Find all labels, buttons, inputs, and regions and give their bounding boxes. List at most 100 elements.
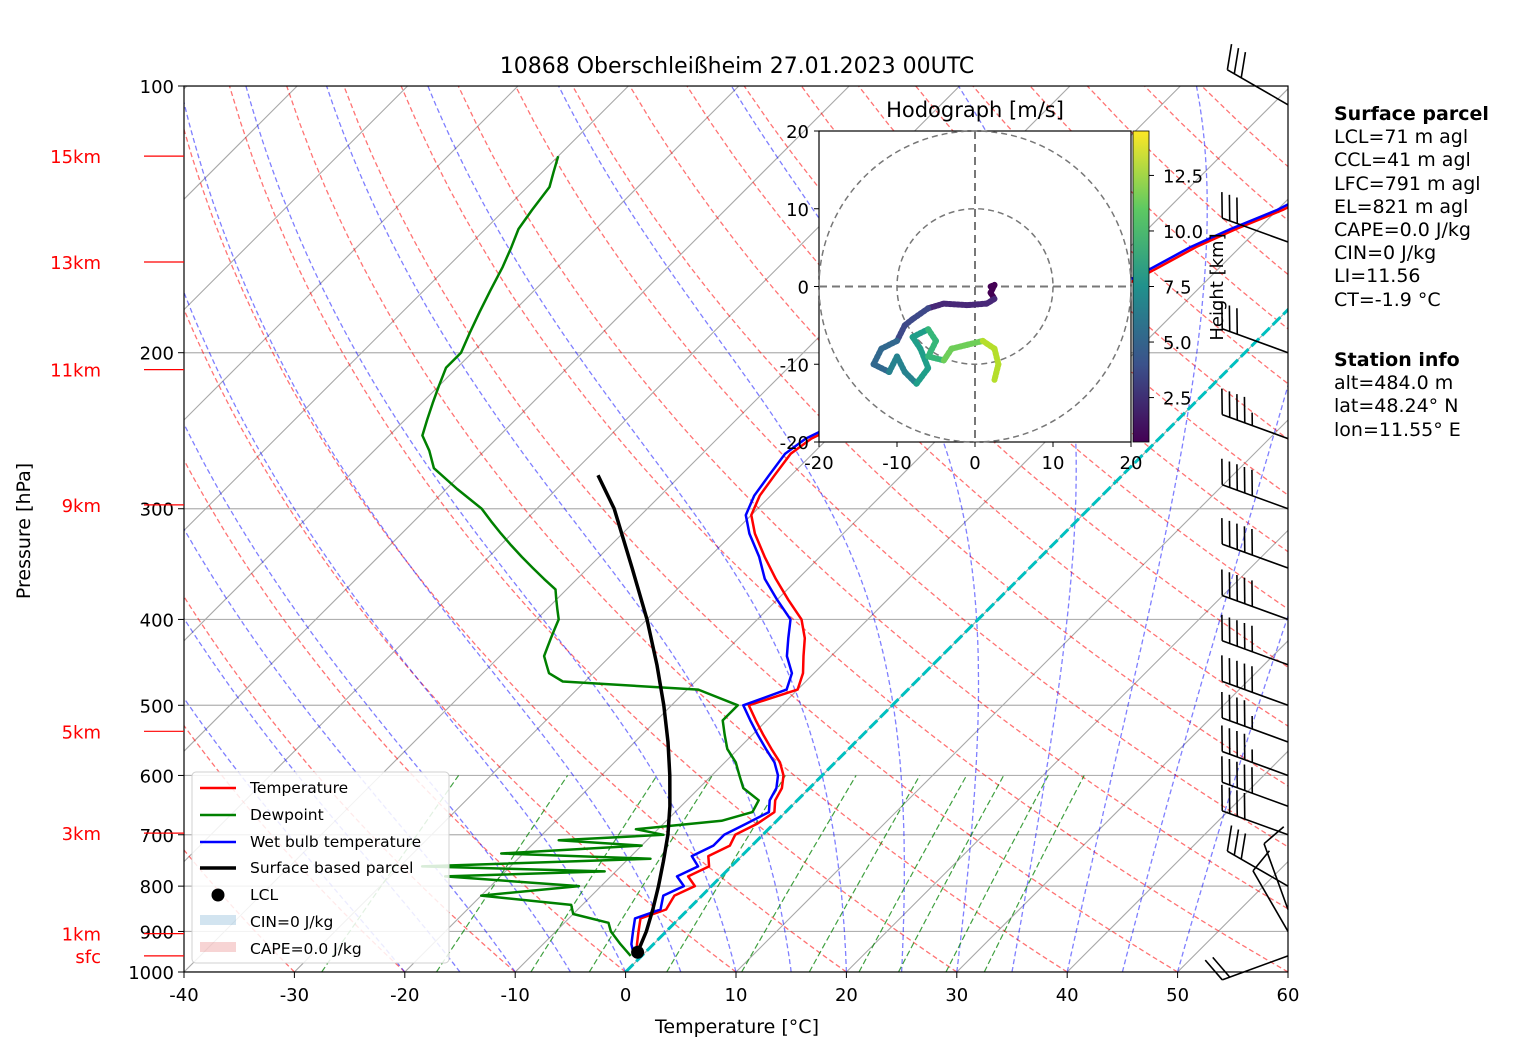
isotherm-line [184, 86, 408, 311]
hodograph-trace [917, 345, 932, 372]
height-label: 13km [50, 253, 101, 274]
wind-barb [1221, 458, 1289, 510]
height-label: 9km [62, 496, 101, 517]
y-tick-label: 900 [140, 922, 174, 943]
dry-adiabat-line [184, 127, 847, 972]
legend-marker-lcl [211, 888, 225, 902]
wind-barb [1221, 518, 1289, 569]
legend-label-cape: CAPE=0.0 J/kg [250, 940, 362, 958]
hodograph-trace [991, 361, 1002, 383]
surface-parcel-line: LFC=791 m agl [1334, 172, 1481, 195]
moist-adiabat-line [558, 86, 905, 972]
legend-label-wetbulb: Wet bulb temperature [250, 833, 421, 851]
dry-adiabat-line [858, 86, 1288, 496]
isotherm-line [625, 308, 1288, 972]
hodograph-trace [913, 365, 932, 387]
dry-adiabat-line [343, 86, 1178, 972]
y-tick-label: 300 [140, 500, 174, 521]
hodograph-y-tick-label: -20 [780, 433, 809, 454]
height-label: 15km [50, 147, 101, 168]
x-tick-label: 0 [620, 985, 631, 1006]
hodograph-x-tick-label: 10 [1042, 453, 1065, 474]
hodograph-trace [909, 305, 932, 323]
moist-adiabat-line [1176, 614, 1288, 972]
colorbar-tick-label: 2.5 [1163, 389, 1192, 410]
wind-barb [1226, 825, 1289, 887]
mixing-ratio-line [808, 775, 921, 972]
y-tick-label: 700 [140, 826, 174, 847]
legend-label-dewpoint: Dewpoint [250, 806, 324, 824]
surface-parcel-line: EL=821 m agl [1334, 195, 1469, 218]
colorbar-tick-label: 7.5 [1163, 278, 1192, 299]
surface-parcel-panel: Surface parcel LCL=71 m agl CCL=41 m agl… [1334, 103, 1489, 312]
wind-barb [1204, 955, 1289, 981]
wind-barb [1226, 43, 1289, 106]
wind-barb [1221, 388, 1289, 440]
hodograph-title: Hodograph [m/s] [886, 98, 1064, 122]
wind-barb [1221, 725, 1289, 777]
y-tick-label: 1000 [128, 963, 174, 984]
height-label: 5km [62, 722, 101, 743]
y-axis-label: Pressure [hPa] [13, 463, 35, 599]
surface-parcel-line: CT=-1.9 °C [1334, 288, 1441, 311]
mixing-ratio-line [588, 775, 713, 972]
moist-adiabat-line [1121, 383, 1288, 972]
legend-patch-cape [200, 942, 236, 952]
station-info-line: lon=11.55° E [1334, 418, 1461, 441]
dry-adiabat-line [457, 86, 1288, 910]
isotherm-line [846, 529, 1288, 972]
isotherm-line [956, 640, 1288, 972]
colorbar-tick-label: 12.5 [1163, 166, 1203, 187]
x-tick-label: -20 [390, 985, 419, 1006]
surface-parcel-line: LCL=71 m agl [1334, 126, 1469, 149]
mixing-ratio-line [897, 775, 1005, 972]
x-tick-label: 40 [1056, 985, 1079, 1006]
legend-label-lcl: LCL [250, 886, 278, 904]
surface-parcel-line: LI=11.56 [1334, 265, 1421, 288]
dry-adiabat-line [400, 86, 1288, 972]
surface-parcel-line: CAPE=0.0 J/kg [1334, 219, 1471, 242]
hodograph-y-tick-label: 20 [786, 122, 809, 143]
station-info-line: alt=484.0 m [1334, 372, 1454, 395]
mixing-ratio-line [530, 775, 658, 972]
mixing-ratio-line [858, 775, 968, 972]
hodograph-trace [940, 300, 971, 309]
wind-barbs [1204, 43, 1289, 981]
moist-adiabat-line [184, 422, 571, 972]
mixing-ratio-line [945, 775, 1049, 972]
x-tick-label: 60 [1277, 985, 1300, 1006]
x-tick-label: 10 [725, 985, 748, 1006]
wind-barb [1221, 784, 1289, 836]
surface-parcel-heading: Surface parcel [1334, 103, 1489, 125]
wind-barb [1221, 756, 1289, 807]
moist-adiabat-line [245, 86, 737, 972]
dry-adiabat-line [184, 595, 516, 972]
colorbar-label: Height [km] [1207, 233, 1228, 340]
station-info-heading: Station info [1334, 349, 1460, 371]
moist-adiabat-line [184, 290, 627, 972]
isotherm-line [184, 86, 740, 642]
legend-label-parcel: Surface based parcel [250, 859, 413, 877]
chart-title: 10868 Oberschleißheim 27.01.2023 00UTC [500, 54, 975, 79]
hodograph-trace [964, 300, 990, 309]
isotherm-line [1066, 750, 1288, 972]
isotherm-line [735, 419, 1288, 972]
mixing-ratio-line [741, 775, 857, 972]
height-label: 1km [62, 925, 101, 946]
y-tick-label: 800 [140, 877, 174, 898]
hodograph-y-tick-label: 10 [786, 200, 809, 221]
legend: Temperature Dewpoint Wet bulb temperatur… [191, 771, 450, 964]
wind-barb [1221, 569, 1289, 621]
surface-parcel-line: CIN=0 J/kg [1334, 242, 1437, 265]
series-line-dewpoint [420, 155, 760, 957]
hodograph-y-tick-label: -10 [780, 355, 809, 376]
dry-adiabat-line [184, 458, 627, 972]
moist-adiabat-line [427, 86, 848, 972]
wind-barb [1221, 192, 1289, 243]
wind-barb [1221, 614, 1289, 666]
colorbar-tick-label: 5.0 [1163, 333, 1192, 354]
legend-patch-cin [200, 915, 236, 925]
y-tick-label: 100 [140, 77, 174, 98]
legend-label-cin: CIN=0 J/kg [250, 913, 333, 931]
